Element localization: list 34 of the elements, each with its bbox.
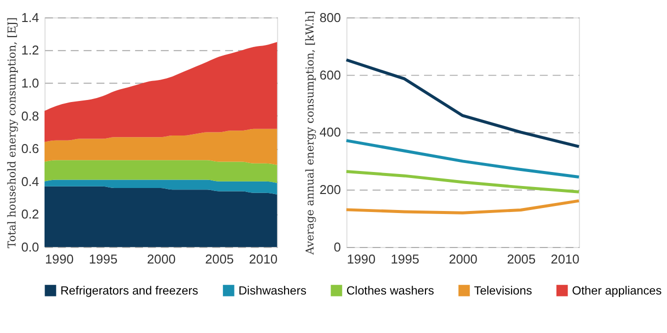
y-tick-label: 0 — [334, 239, 341, 254]
y-tick-label: 1.2 — [21, 42, 40, 58]
legend-label: Other appliances — [572, 284, 662, 298]
x-tick-label: 2010 — [248, 251, 278, 266]
y-tick-label: 1.4 — [21, 10, 40, 25]
y-tick-label: 200 — [319, 182, 341, 198]
y-tick-label: 0.4 — [21, 174, 40, 189]
y-tick-label: 0.0 — [21, 239, 40, 254]
x-tick-label: 1990 — [346, 251, 376, 266]
legend-label: Clothes washers — [346, 284, 434, 298]
x-tick-label: 2010 — [550, 251, 580, 266]
y-tick-label: 800 — [319, 10, 341, 25]
y-tick-label: 0.2 — [21, 206, 40, 222]
x-tick-label: 2005 — [506, 251, 536, 266]
y-axis-title: Average annual energy consumption, [kW.h] — [304, 10, 317, 256]
legend-label: Dishwashers — [238, 284, 306, 298]
y-tick-label: 0.8 — [21, 108, 40, 124]
line-series — [344, 139, 580, 178]
line-series — [344, 199, 580, 214]
y-tick-label: 400 — [319, 124, 341, 140]
x-tick-label: 1990 — [45, 251, 74, 266]
x-tick-label: 2000 — [147, 251, 176, 266]
legend-label: Refrigerators and freezers — [60, 284, 198, 298]
line-series — [344, 170, 580, 194]
x-tick-label: 2005 — [205, 251, 234, 266]
line-series — [344, 58, 580, 148]
y-tick-label: 0.6 — [21, 141, 40, 156]
x-tick-label: 2000 — [448, 251, 478, 266]
x-tick-label: 1995 — [88, 251, 118, 266]
y-axis-title: Total household energy consumption, [EJ] — [5, 17, 18, 248]
legend-label: Televisions — [474, 284, 532, 298]
y-tick-label: 1.0 — [21, 75, 40, 90]
x-tick-label: 1995 — [390, 251, 420, 266]
y-tick-label: 600 — [319, 67, 341, 82]
